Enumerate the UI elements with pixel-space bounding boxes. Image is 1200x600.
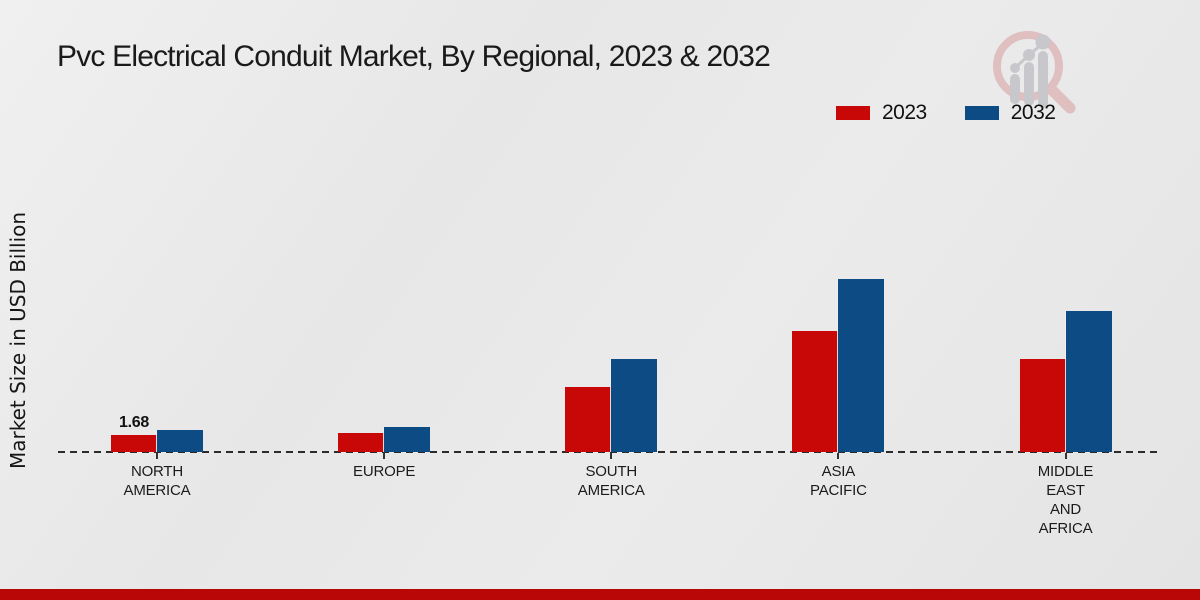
category-label-asia-pacific: ASIA PACIFIC: [810, 463, 867, 499]
legend-label-2023: 2023: [882, 101, 927, 124]
legend: 2023 2032: [836, 101, 1056, 125]
bar-2023-middle-east-and-africa: [1019, 358, 1066, 452]
legend-swatch-2032: [964, 106, 999, 120]
legend-label-2032: 2032: [1010, 101, 1056, 124]
x-axis-tick-middle-east-and-africa: [1064, 453, 1067, 459]
legend-item-2032: 2032: [964, 101, 1056, 125]
x-axis-tick-europe: [383, 453, 386, 459]
bar-2023-asia-pacific: [792, 331, 839, 452]
bar-2032-europe: [384, 426, 431, 452]
x-axis-tick-north-america: [156, 453, 158, 459]
bar-2032-north-america: [157, 429, 203, 452]
brand-logo-magnifier-icon: [993, 31, 1076, 114]
category-label-north-america: NORTH AMERICA: [123, 463, 191, 499]
data-label-2023-north-america: 1.68: [119, 413, 149, 431]
bar-2023-south-america: [565, 387, 612, 452]
x-axis-baseline: [58, 451, 1160, 453]
bar-2032-asia-pacific: [838, 279, 885, 452]
bar-2032-middle-east-and-africa: [1065, 311, 1112, 452]
plot-area: NORTH AMERICA EUROPE SOUTH AMERICA ASIA PAC…: [58, 0, 1160, 537]
y-axis-label: Market Size in USD Billion: [6, 211, 30, 469]
x-axis-tick-asia-pacific: [837, 453, 840, 459]
footer-accent-bar: [0, 589, 1200, 600]
bar-2023-europe: [338, 433, 385, 452]
legend-swatch-2023: [836, 106, 870, 120]
x-axis-tick-south-america: [610, 453, 613, 459]
category-label-europe: EUROPE: [353, 463, 416, 480]
chart-title: Pvc Electrical Conduit Market, By Region…: [57, 40, 771, 73]
category-label-middle-east-and-africa: MIDDLE EAST AND AFRICA: [1037, 463, 1094, 537]
bar-2032-south-america: [611, 359, 658, 452]
category-label-south-america: SOUTH AMERICA: [577, 463, 645, 499]
legend-item-2023: 2023: [836, 101, 927, 125]
bar-2023-north-america: [111, 434, 157, 452]
